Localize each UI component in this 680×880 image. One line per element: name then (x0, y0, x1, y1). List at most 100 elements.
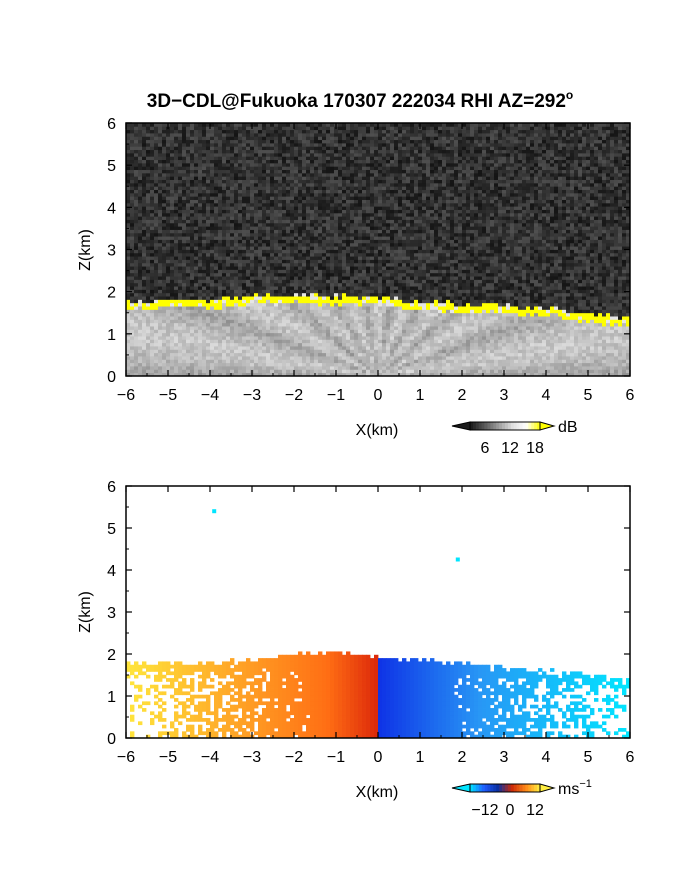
reflectivity-cell (346, 136, 351, 141)
reflectivity-cell (282, 196, 287, 200)
reflectivity-cell (214, 176, 219, 180)
reflectivity-cell (314, 166, 319, 171)
reflectivity-cell (194, 369, 199, 374)
reflectivity-cell (314, 199, 319, 204)
reflectivity-cell (142, 326, 147, 330)
reflectivity-cell (130, 179, 135, 184)
reflectivity-cell (322, 129, 327, 134)
reflectivity-cell (230, 322, 235, 327)
reflectivity-cell (306, 202, 311, 207)
reflectivity-cell (294, 352, 299, 357)
reflectivity-cell (330, 129, 335, 134)
reflectivity-cell (210, 239, 215, 244)
reflectivity-cell (274, 166, 279, 171)
reflectivity-cell (326, 332, 331, 337)
figure-title: 3D−CDL@Fukuoka 170307 222034 RHI AZ=292o (147, 88, 574, 112)
reflectivity-cell (282, 306, 287, 310)
reflectivity-cell (238, 296, 243, 300)
reflectivity-cell (310, 176, 315, 180)
reflectivity-cell (190, 316, 195, 320)
reflectivity-cell (158, 336, 163, 340)
reflectivity-cell (130, 172, 135, 177)
reflectivity-cell (290, 156, 295, 161)
reflectivity-cell (242, 242, 247, 247)
reflectivity-cell (178, 292, 183, 297)
reflectivity-cell (146, 346, 151, 350)
reflectivity-cell (258, 286, 263, 290)
reflectivity-cell (162, 329, 167, 334)
reflectivity-cell (178, 312, 183, 317)
reflectivity-cell (386, 282, 391, 287)
reflectivity-cell (338, 259, 343, 264)
reflectivity-cell (338, 359, 343, 364)
reflectivity-cell (266, 359, 271, 364)
reflectivity-cell (330, 342, 335, 347)
reflectivity-cell (334, 232, 339, 237)
reflectivity-cell (130, 269, 135, 274)
reflectivity-cell (174, 132, 179, 137)
reflectivity-cell (138, 142, 143, 147)
reflectivity-cell (174, 179, 179, 184)
reflectivity-cell (278, 166, 283, 171)
reflectivity-cell (326, 226, 331, 230)
reflectivity-cell (266, 239, 271, 244)
reflectivity-cell (382, 219, 387, 224)
reflectivity-cell (254, 352, 259, 357)
reflectivity-cell (182, 286, 187, 290)
reflectivity-cell (286, 162, 291, 167)
reflectivity-cell (198, 276, 203, 280)
reflectivity-cell (362, 136, 367, 141)
reflectivity-cell (210, 182, 215, 187)
reflectivity-cell (158, 292, 163, 297)
reflectivity-cell (238, 196, 243, 200)
reflectivity-cell (166, 156, 171, 161)
reflectivity-cell (358, 322, 363, 327)
reflectivity-cell (326, 356, 331, 360)
reflectivity-cell (354, 136, 359, 141)
reflectivity-cell (190, 332, 195, 337)
reflectivity-cell (166, 276, 171, 280)
reflectivity-cell (290, 322, 295, 327)
reflectivity-cell (358, 292, 363, 297)
reflectivity-cell (154, 326, 159, 330)
reflectivity-cell (238, 352, 243, 357)
reflectivity-cell (258, 262, 263, 267)
reflectivity-cell (334, 209, 339, 214)
reflectivity-cell (326, 182, 331, 187)
reflectivity-cell (342, 352, 347, 357)
reflectivity-cell (318, 312, 323, 317)
reflectivity-cell (366, 336, 371, 340)
reflectivity-cell (138, 332, 143, 337)
reflectivity-cell (150, 306, 155, 310)
reflectivity-cell (254, 346, 259, 350)
reflectivity-cell (246, 202, 251, 207)
reflectivity-cell (166, 192, 171, 197)
reflectivity-cell (322, 159, 327, 164)
reflectivity-cell (342, 189, 347, 194)
reflectivity-cell (178, 186, 183, 190)
reflectivity-cell (178, 182, 183, 187)
reflectivity-cell (190, 162, 195, 167)
reflectivity-cell (378, 172, 383, 177)
reflectivity-cell (230, 132, 235, 137)
reflectivity-cell (346, 262, 351, 267)
reflectivity-cell (266, 169, 271, 174)
reflectivity-cell (238, 276, 243, 280)
reflectivity-cell (318, 362, 323, 367)
reflectivity-cell (206, 342, 211, 347)
reflectivity-cell (126, 286, 131, 290)
reflectivity-cell (322, 269, 327, 274)
reflectivity-cell (294, 236, 299, 240)
reflectivity-cell (286, 226, 291, 230)
reflectivity-cell (162, 316, 167, 320)
reflectivity-cell (346, 349, 351, 354)
reflectivity-cell (322, 312, 327, 317)
reflectivity-cell (306, 232, 311, 237)
reflectivity-cell (178, 149, 183, 154)
reflectivity-cell (314, 142, 319, 147)
reflectivity-cell (322, 149, 327, 154)
reflectivity-cell (358, 156, 363, 161)
reflectivity-cell (250, 309, 255, 314)
reflectivity-cell (182, 142, 187, 147)
reflectivity-cell (186, 372, 191, 377)
